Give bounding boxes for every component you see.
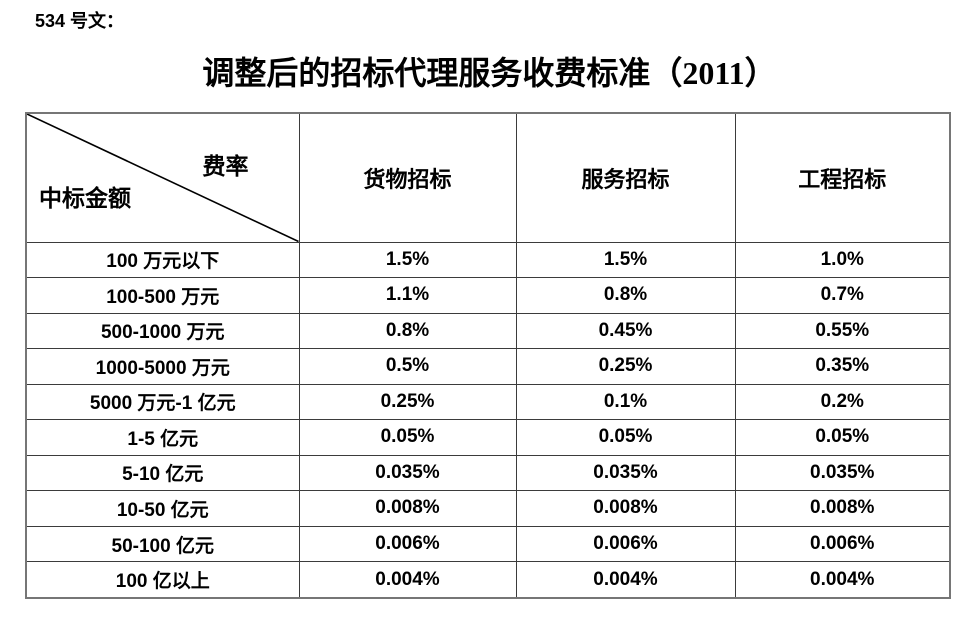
table-row: 1000-5000 万元 0.5% 0.25% 0.35%: [25, 348, 951, 385]
engineering-rate-cell: 0.35%: [734, 348, 951, 385]
corner-label-amount: 中标金额: [39, 185, 131, 211]
goods-rate-cell: 0.004%: [298, 561, 517, 599]
table-row: 100 亿以上 0.004% 0.004% 0.004%: [25, 561, 951, 599]
table-row: 1-5 亿元 0.05% 0.05% 0.05%: [25, 419, 951, 456]
doc-number-label: 534 号文：: [35, 11, 125, 31]
amount-cell: 100 万元以下: [25, 241, 300, 279]
table-row: 50-100 亿元 0.006% 0.006% 0.006%: [25, 525, 951, 563]
service-rate-cell: 0.45%: [515, 312, 736, 350]
corner-label-rate: 费率: [202, 154, 249, 179]
goods-rate-cell: 1.1%: [298, 277, 517, 314]
goods-rate-cell: 0.008%: [298, 490, 517, 527]
amount-cell: 50-100 亿元: [25, 525, 300, 563]
service-rate-cell: 0.25%: [515, 348, 736, 385]
amount-cell: 1-5 亿元: [25, 419, 300, 456]
service-rate-cell: 0.006%: [515, 525, 736, 563]
column-header-service: 服务招标: [515, 112, 736, 243]
service-rate-cell: 0.05%: [515, 419, 736, 456]
table-row: 10-50 亿元 0.008% 0.008% 0.008%: [25, 490, 951, 527]
table-row: 5-10 亿元 0.035% 0.035% 0.035%: [25, 454, 951, 492]
amount-cell: 100 亿以上: [25, 561, 300, 599]
table-row: 100 万元以下 1.5% 1.5% 1.0%: [25, 241, 951, 279]
column-header-engineering: 工程招标: [734, 112, 951, 243]
engineering-rate-cell: 1.0%: [734, 241, 951, 279]
service-rate-cell: 1.5%: [515, 241, 736, 279]
amount-cell: 5000 万元-1 亿元: [25, 383, 300, 421]
amount-cell: 500-1000 万元: [25, 312, 300, 350]
service-rate-cell: 0.035%: [515, 454, 736, 492]
service-rate-cell: 0.008%: [515, 490, 736, 527]
engineering-rate-cell: 0.006%: [734, 525, 951, 563]
amount-cell: 5-10 亿元: [25, 454, 300, 492]
amount-cell: 1000-5000 万元: [25, 348, 300, 385]
goods-rate-cell: 0.5%: [298, 348, 517, 385]
column-header-goods: 货物招标: [298, 112, 517, 243]
table-row: 100-500 万元 1.1% 0.8% 0.7%: [25, 277, 951, 314]
goods-rate-cell: 0.006%: [298, 525, 517, 563]
table-row: 5000 万元-1 亿元 0.25% 0.1% 0.2%: [25, 383, 951, 421]
service-rate-cell: 0.004%: [515, 561, 736, 599]
goods-rate-cell: 0.05%: [298, 419, 517, 456]
fee-rate-table: 费率 中标金额 货物招标 服务招标 工程招标 100 万元以下 1.5% 1.5…: [25, 112, 951, 599]
engineering-rate-cell: 0.008%: [734, 490, 951, 527]
engineering-rate-cell: 0.7%: [734, 277, 951, 314]
goods-rate-cell: 0.8%: [298, 312, 517, 350]
table-header-row: 费率 中标金额 货物招标 服务招标 工程招标: [25, 112, 951, 243]
table-row: 500-1000 万元 0.8% 0.45% 0.55%: [25, 312, 951, 350]
goods-rate-cell: 0.035%: [298, 454, 517, 492]
engineering-rate-cell: 0.05%: [734, 419, 951, 456]
table-corner-cell: 费率 中标金额: [25, 112, 300, 243]
amount-cell: 10-50 亿元: [25, 490, 300, 527]
service-rate-cell: 0.8%: [515, 277, 736, 314]
diagonal-divider-line: [27, 114, 299, 242]
engineering-rate-cell: 0.004%: [734, 561, 951, 599]
engineering-rate-cell: 0.2%: [734, 383, 951, 421]
amount-cell: 100-500 万元: [25, 277, 300, 314]
goods-rate-cell: 0.25%: [298, 383, 517, 421]
page-title: 调整后的招标代理服务收费标准（2011）: [202, 55, 777, 91]
engineering-rate-cell: 0.035%: [734, 454, 951, 492]
engineering-rate-cell: 0.55%: [734, 312, 951, 350]
goods-rate-cell: 1.5%: [298, 241, 517, 279]
service-rate-cell: 0.1%: [515, 383, 736, 421]
